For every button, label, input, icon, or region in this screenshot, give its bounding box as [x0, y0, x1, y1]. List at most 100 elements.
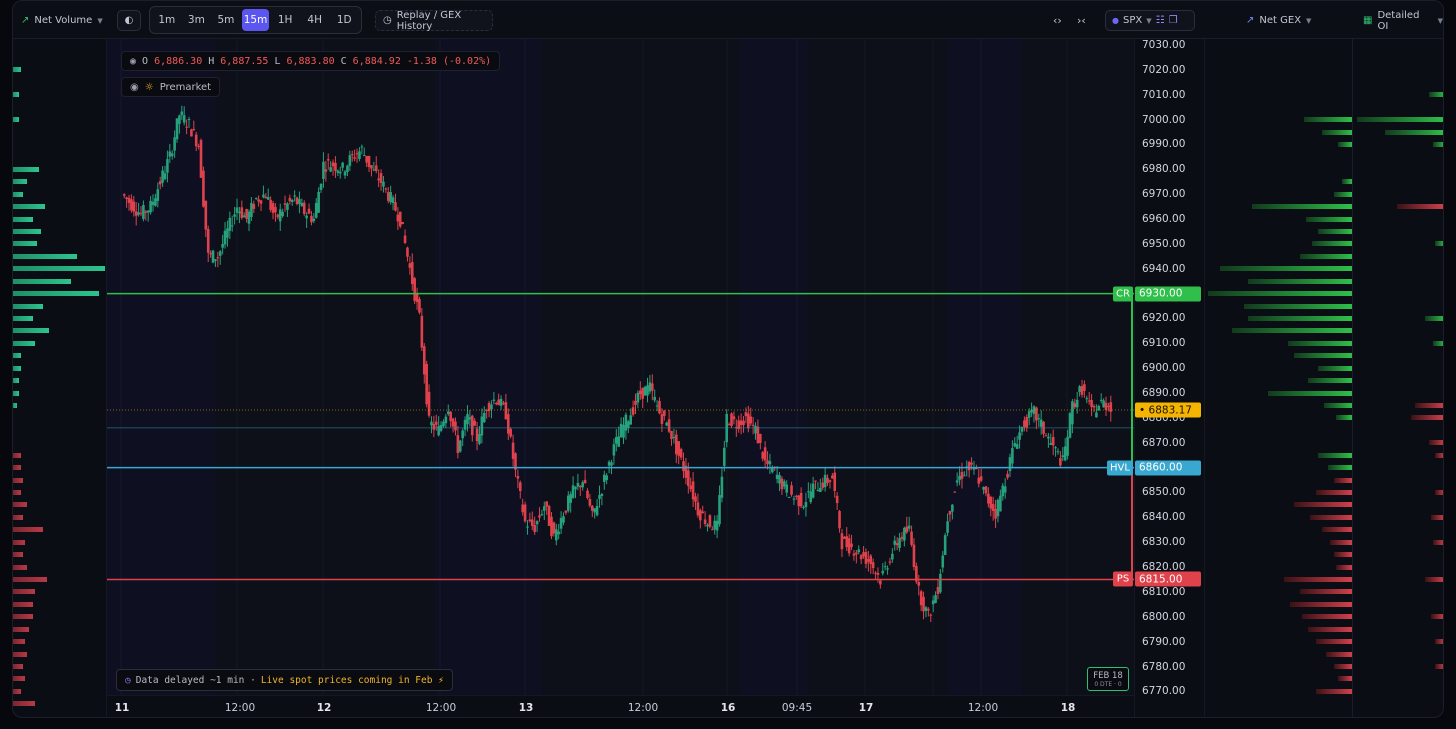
time-tick-label: 16: [720, 702, 736, 714]
session-shade: [947, 39, 1022, 695]
candle-body: [456, 435, 460, 454]
candle-body: [223, 230, 227, 245]
candle-body: [871, 562, 875, 569]
collapse-icon[interactable]: ›‹: [1077, 14, 1086, 27]
timeframe-3m[interactable]: 3m: [187, 14, 205, 26]
detailed-oi-bar: [1429, 440, 1443, 446]
candle-body: [991, 504, 995, 511]
candle-body: [677, 441, 681, 456]
session-shade: [435, 39, 542, 695]
candle-body: [989, 496, 993, 509]
timeframe-1d[interactable]: 1D: [336, 14, 352, 26]
candle-body: [526, 526, 529, 528]
eye-icon[interactable]: ◉: [130, 81, 139, 93]
candle-body: [545, 501, 548, 507]
candle-body: [437, 426, 440, 436]
candle-body: [682, 461, 685, 472]
candle-body: [639, 390, 642, 395]
candle-body: [288, 197, 292, 202]
candle-body: [331, 162, 335, 167]
candle-body: [518, 482, 522, 492]
candle-body: [463, 419, 467, 430]
candle-body: [413, 278, 416, 301]
timeframe-15m[interactable]: 15m: [241, 9, 270, 31]
candle-body: [149, 200, 152, 213]
symbol-selector[interactable]: ● SPX ▼ ☷ ❐: [1105, 10, 1195, 31]
candle-body: [900, 536, 904, 539]
detailed-oi-bar: [1397, 204, 1443, 210]
net-volume-bar: [13, 241, 37, 247]
net-volume-bar: [13, 315, 33, 321]
eye-icon[interactable]: ◉: [130, 55, 137, 67]
candle-body: [1095, 412, 1098, 418]
hvl-tag: HVL: [1107, 460, 1133, 476]
replay-gex-history-button[interactable]: ◷ Replay / GEX History: [375, 9, 493, 32]
call-resistance-tag: CR: [1113, 286, 1133, 302]
candle-body: [1107, 405, 1110, 408]
net-gex-bar: [1334, 664, 1352, 669]
timeframe-1m[interactable]: 1m: [158, 14, 176, 26]
net-gex-bar: [1300, 589, 1352, 595]
net-volume-bar: [13, 651, 27, 657]
candle-body: [1001, 485, 1005, 497]
candle-body: [737, 420, 741, 430]
replay-label: Replay / GEX History: [396, 9, 462, 32]
session-shade: [107, 39, 215, 695]
grid-icon[interactable]: ☷: [1155, 15, 1165, 26]
candle-body: [703, 519, 707, 524]
chevron-down-icon: ▼: [97, 16, 103, 25]
candle-body: [718, 495, 721, 525]
open-key: O: [142, 55, 149, 67]
candle-body: [538, 515, 541, 518]
candle-body: [958, 475, 961, 481]
premarket-toggle[interactable]: ◉ ☼ Premarket: [121, 77, 221, 97]
time-axis[interactable]: 11 12:00 12 12:00 13 12:00 16 09:45 17 12:00 18: [107, 695, 1134, 717]
candlestick-plot[interactable]: [107, 39, 1134, 695]
candle-body: [792, 498, 796, 500]
net-gex-dropdown[interactable]: ↗ Net GEX ▼: [1246, 10, 1311, 31]
candle-body: [286, 203, 289, 210]
price-tick-label: 6910.00: [1142, 337, 1186, 350]
candle-body: [972, 467, 976, 470]
candle-body: [655, 405, 659, 407]
price-tick-label: 6900.00: [1142, 362, 1186, 375]
expand-icon[interactable]: ‹›: [1053, 14, 1062, 27]
candle-body: [1035, 407, 1038, 421]
detailed-oi-bar: [1435, 489, 1443, 495]
candle-body: [634, 400, 637, 405]
candle-body: [1102, 400, 1105, 408]
price-tick-label: 7000.00: [1142, 113, 1186, 126]
candle-body: [915, 565, 918, 582]
candle-body: [924, 607, 928, 611]
timeframe-1h[interactable]: 1H: [277, 14, 293, 26]
timeframe-4h[interactable]: 4H: [307, 14, 322, 26]
copy-icon[interactable]: ❐: [1168, 15, 1178, 26]
price-axis[interactable]: 7030.00 7020.00 7010.00 7000.00 6990.00 6980.…: [1134, 39, 1204, 717]
timeframe-5m[interactable]: 5m: [217, 14, 235, 26]
candle-body: [334, 162, 337, 171]
candle-body: [173, 137, 176, 151]
candle-body: [528, 519, 532, 522]
palette-button[interactable]: ◐: [117, 10, 141, 31]
candle-body: [742, 420, 745, 426]
candle-body: [843, 536, 846, 539]
net-gex-panel: [1204, 39, 1352, 717]
candle-body: [509, 428, 512, 437]
candle-body: [552, 522, 556, 534]
candle-body: [658, 400, 661, 414]
candle-body: [425, 363, 428, 405]
net-gex-bar: [1336, 564, 1352, 570]
candle-body: [790, 485, 793, 495]
candle-body: [795, 495, 798, 497]
candle-body: [855, 552, 858, 555]
net-volume-dropdown[interactable]: ↗ Net Volume ▼: [21, 10, 103, 31]
candle-body: [831, 475, 834, 479]
price-chart[interactable]: ◉ O 6,886.30 H 6,887.55 L 6,883.80 C 6,884.9…: [107, 39, 1134, 717]
candle-body: [732, 416, 736, 420]
net-volume-bar: [13, 266, 105, 272]
net-gex-bar: [1310, 514, 1352, 520]
call-resistance-price-tag: 6930.00: [1135, 286, 1201, 302]
detailed-oi-dropdown[interactable]: ▦ Detailed OI ▼: [1363, 10, 1443, 32]
candle-body: [1059, 457, 1062, 466]
net-volume-bar: [13, 601, 33, 607]
